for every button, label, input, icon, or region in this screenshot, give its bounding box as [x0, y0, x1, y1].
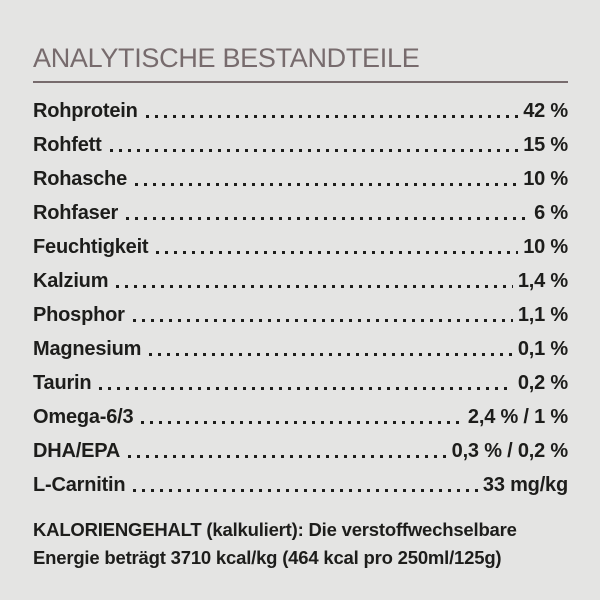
nutrient-value: 1,4 %	[517, 270, 568, 292]
nutrient-row: Rohfaser 6 %	[33, 196, 568, 230]
dot-leader	[109, 128, 519, 162]
nutrient-row: Taurin 0,2 %	[33, 366, 568, 400]
nutrient-label: Kalzium	[33, 270, 109, 292]
dot-leader	[116, 264, 513, 298]
nutrient-value: 10 %	[523, 236, 568, 258]
nutrient-label: Taurin	[33, 372, 92, 394]
nutrient-value: 15 %	[523, 134, 568, 156]
analytical-components-panel: ANALYTISCHE BESTANDTEILE Rohprotein 42 %…	[33, 43, 568, 572]
nutrient-row: Rohfett 15 %	[33, 128, 568, 162]
nutrient-value: 6 %	[534, 202, 568, 224]
nutrient-value: 2,4 % / 1 %	[467, 406, 568, 428]
nutrient-label: Omega-6/3	[33, 406, 134, 428]
nutrient-row: Phosphor 1,1 %	[33, 298, 568, 332]
nutrient-label: Rohprotein	[33, 100, 138, 122]
section-title: ANALYTISCHE BESTANDTEILE	[33, 43, 420, 73]
nutrient-row: DHA/EPA 0,3 % / 0,2 %	[33, 434, 568, 468]
nutrient-label: Rohfaser	[33, 202, 119, 224]
nutrient-label: Rohasche	[33, 168, 127, 190]
calorie-info: KALORIENGEHALT (kalkuliert): Die verstof…	[33, 516, 568, 572]
nutrient-label: Magnesium	[33, 338, 142, 360]
nutrient-value: 42 %	[523, 100, 568, 122]
nutrient-value: 0,2 %	[517, 372, 568, 394]
nutrient-label: Phosphor	[33, 304, 125, 326]
nutrient-value: 10 %	[523, 168, 568, 190]
nutrient-row: Rohasche 10 %	[33, 162, 568, 196]
nutrient-label: Feuchtigkeit	[33, 236, 149, 258]
nutrient-value: 0,3 % / 0,2 %	[451, 440, 569, 462]
nutrient-row: Feuchtigkeit 10 %	[33, 230, 568, 264]
nutrient-value: 1,1 %	[517, 304, 568, 326]
nutrient-row: L-Carnitin 33 mg/kg	[33, 468, 568, 502]
dot-leader	[141, 400, 464, 434]
nutrient-label: Rohfett	[33, 134, 102, 156]
dot-leader	[156, 230, 519, 264]
dot-leader	[133, 468, 479, 502]
dot-leader	[145, 94, 519, 128]
nutrient-value: 33 mg/kg	[482, 474, 568, 496]
nutrient-row: Omega-6/3 2,4 % / 1 %	[33, 400, 568, 434]
dot-leader	[149, 332, 513, 366]
nutrient-row: Rohprotein 42 %	[33, 94, 568, 128]
nutrient-label: L-Carnitin	[33, 474, 126, 496]
dot-leader	[126, 196, 530, 230]
dot-leader	[99, 366, 514, 400]
dot-leader	[135, 162, 519, 196]
dot-leader	[132, 298, 513, 332]
nutrient-label: DHA/EPA	[33, 440, 121, 462]
calorie-info-line-2: Energie beträgt 3710 kcal/kg (464 kcal p…	[33, 547, 502, 568]
analysis-rows: Rohprotein 42 % Rohfett 15 % Rohasche 10…	[33, 94, 568, 502]
calorie-info-line-1: KALORIENGEHALT (kalkuliert): Die verstof…	[33, 519, 517, 540]
nutrient-row: Kalzium 1,4 %	[33, 264, 568, 298]
nutrient-value: 0,1 %	[517, 338, 568, 360]
title-underline	[33, 81, 568, 83]
nutrient-row: Magnesium 0,1 %	[33, 332, 568, 366]
dot-leader	[128, 434, 447, 468]
